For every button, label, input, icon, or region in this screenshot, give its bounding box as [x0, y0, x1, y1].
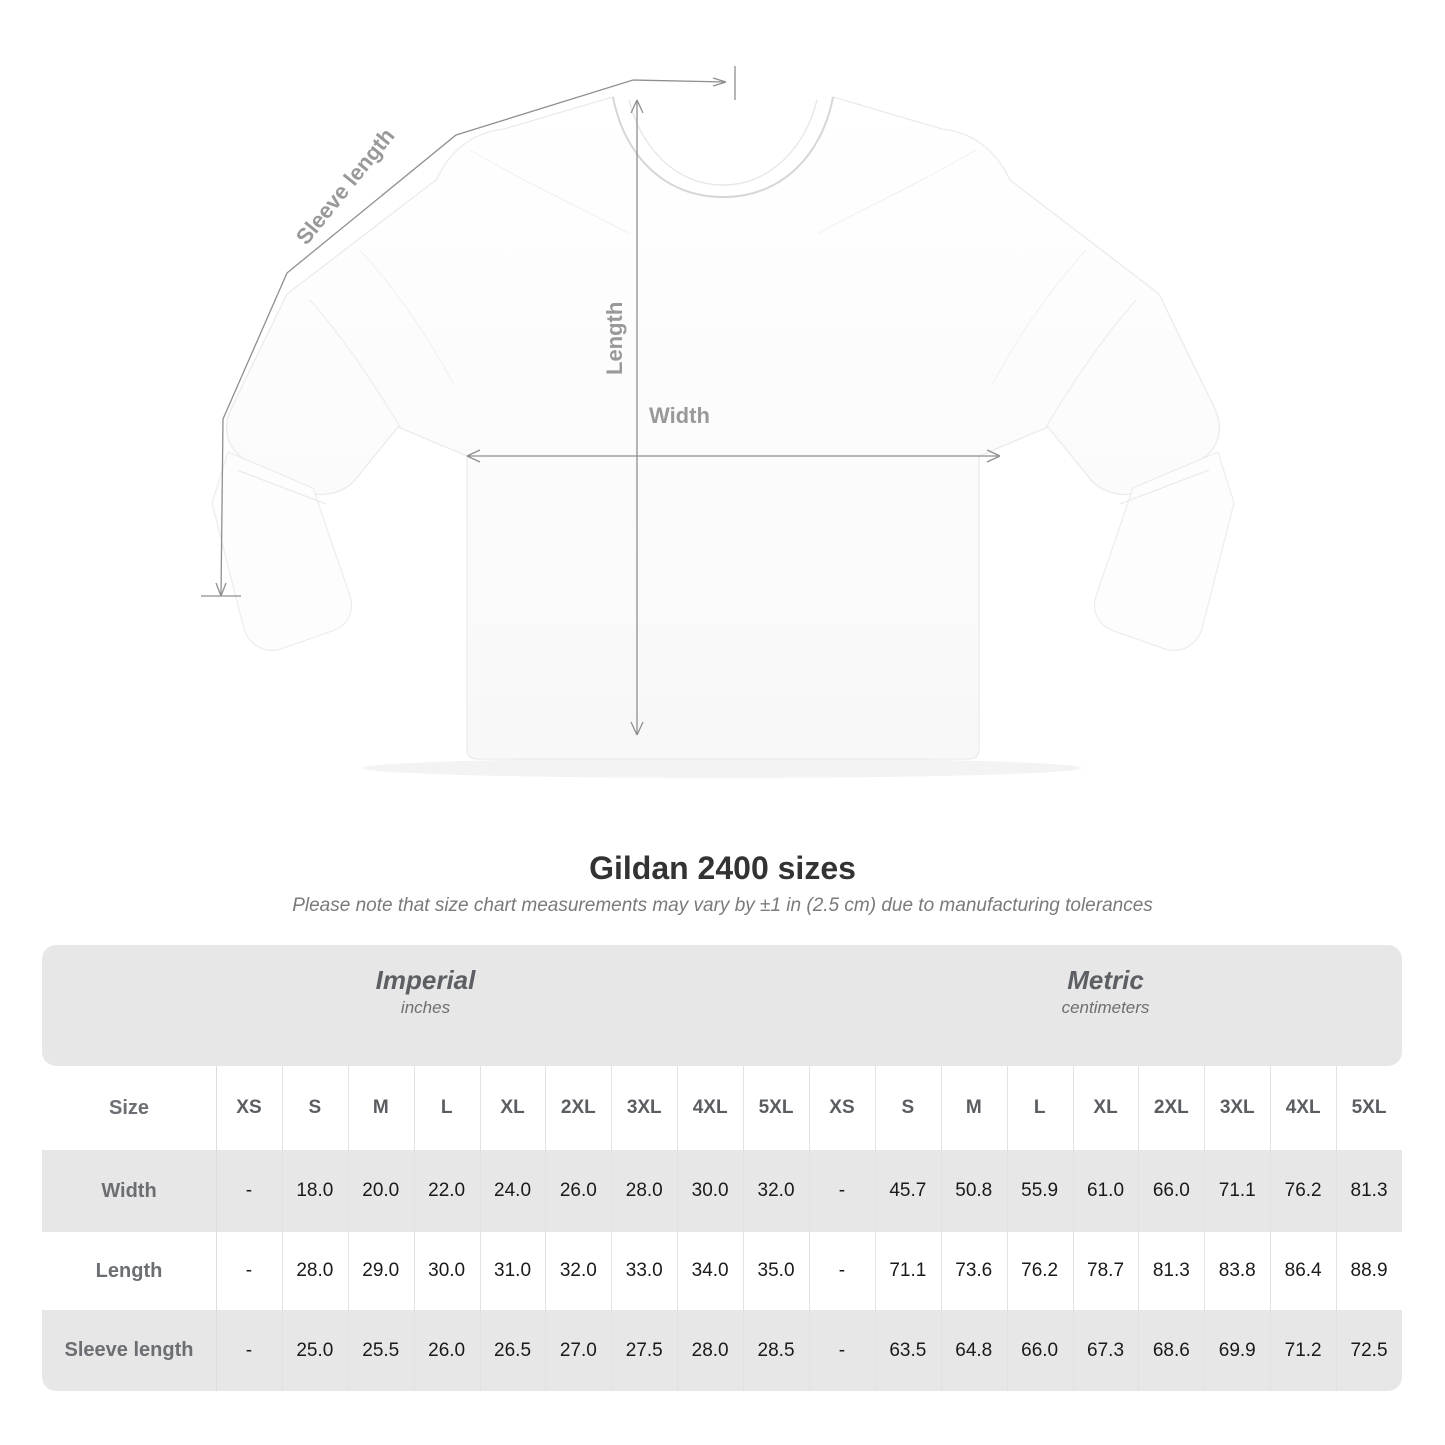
svg-text:Width: Width	[649, 403, 710, 428]
svg-text:Sleeve length: Sleeve length	[291, 123, 400, 249]
svg-text:Length: Length	[602, 302, 627, 375]
